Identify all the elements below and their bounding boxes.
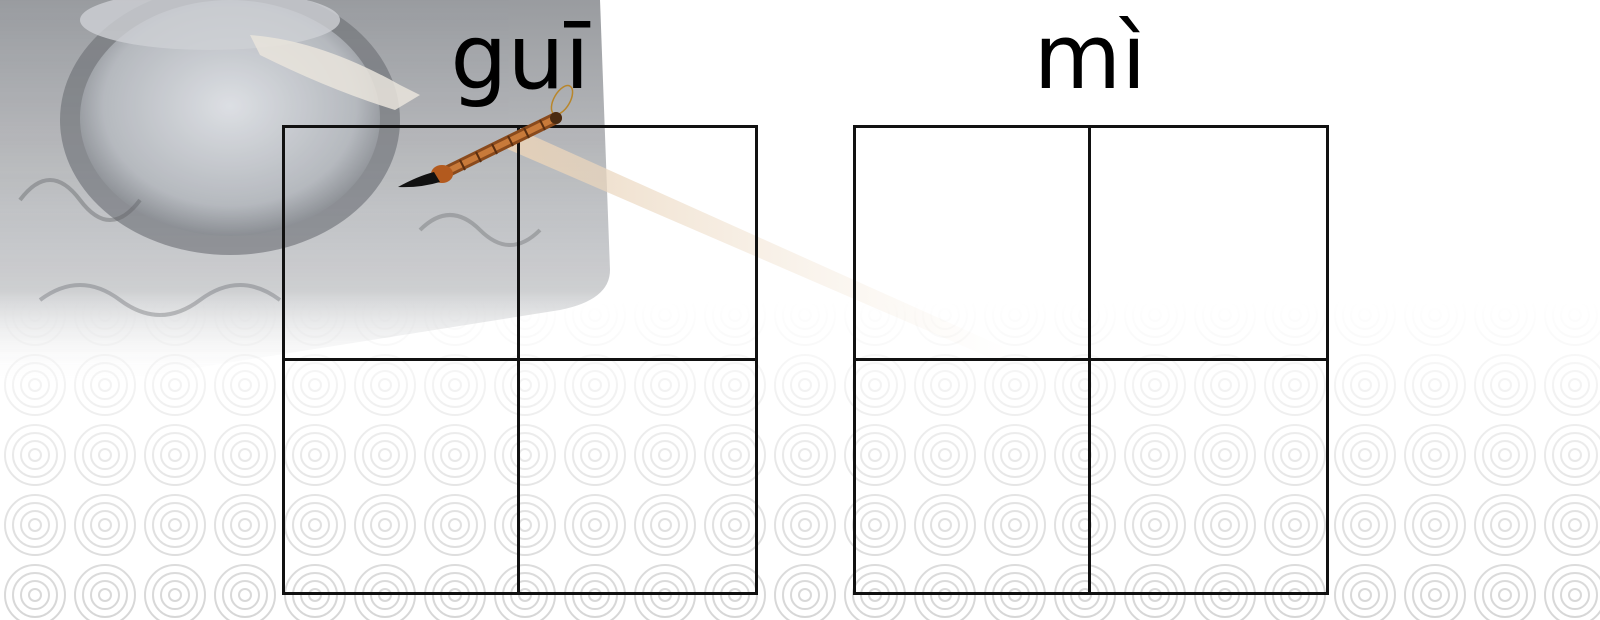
writing-grid-2[interactable] [853, 125, 1329, 595]
grid-horizontal-divider [285, 358, 755, 361]
pinyin-label-2: mì [1033, 5, 1147, 110]
writing-brush-icon [398, 84, 574, 188]
swirl-cloud-pattern [0, 300, 1600, 620]
writing-grid-1[interactable] [282, 125, 758, 595]
pinyin-label-1: guī [450, 5, 590, 110]
grid-horizontal-divider [856, 358, 1326, 361]
